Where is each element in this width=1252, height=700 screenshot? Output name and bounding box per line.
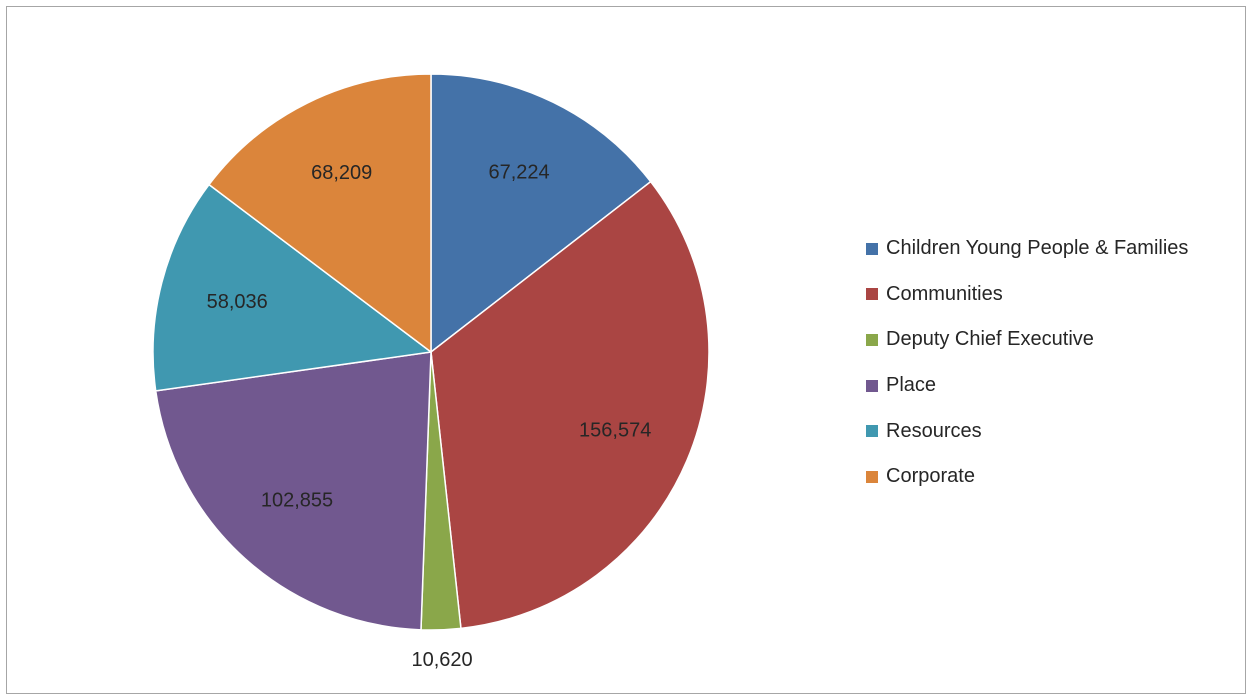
legend-swatch [866,470,878,483]
pie-slices [152,73,710,631]
data-label-5: 68,209 [311,162,372,184]
legend-item: Children Young People & Families [866,226,1188,272]
pie-slice-children-young-people-families [430,73,652,353]
legend-label: Deputy Chief Executive [886,328,1094,351]
legend-swatch [866,242,878,255]
legend-swatch [866,425,878,438]
legend-label: Children Young People & Families [886,237,1189,260]
legend-item: Corporate [866,454,1188,500]
legend-swatch [866,379,878,392]
pie-slice-communities [430,180,710,630]
legend-label: Place [886,374,937,397]
pie-slice-corporate [208,73,432,353]
data-label-4: 58,036 [207,291,268,313]
pie-data-labels: 67,224 156,574 10,620 102,855 58,036 68,209 [207,161,652,671]
data-label-1: 156,574 [579,419,651,441]
data-label-0: 67,224 [489,161,550,183]
legend-label: Resources [886,419,982,442]
legend-swatch [866,288,878,301]
chart-legend: Children Young People & Families Communit… [866,226,1188,500]
legend-swatch [866,333,878,346]
pie-slice-resources [152,183,432,392]
pie-slice-place [154,351,432,631]
legend-item: Communities [866,272,1188,318]
legend-item: Place [866,363,1188,409]
legend-label: Corporate [886,465,975,488]
legend-item: Resources [866,408,1188,454]
legend-item: Deputy Chief Executive [866,317,1188,363]
legend-label: Communities [886,282,1003,305]
data-label-3: 102,855 [261,490,333,512]
data-label-2: 10,620 [412,649,473,671]
